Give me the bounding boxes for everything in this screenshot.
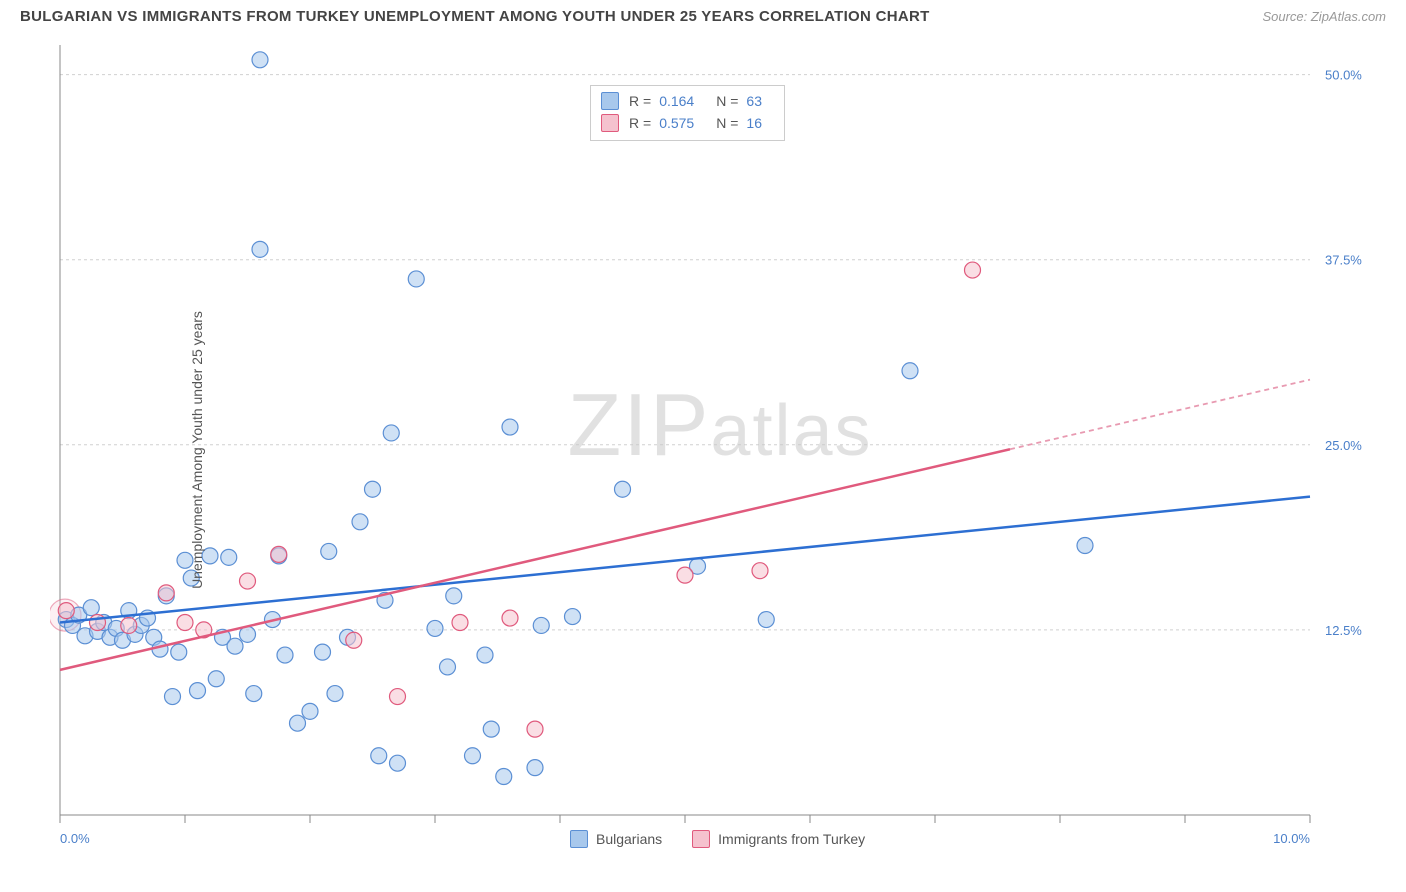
trend-line-pink-extrapolated [1010,380,1310,450]
data-point [121,617,137,633]
data-point [502,610,518,626]
n-value-pink: 16 [746,115,762,131]
swatch-blue [601,92,619,110]
data-point [290,715,306,731]
data-point [440,659,456,675]
data-point [758,612,774,628]
legend-item-bulgarians: Bulgarians [570,830,662,848]
chart-title: BULGARIAN VS IMMIGRANTS FROM TURKEY UNEM… [20,8,930,25]
n-value-blue: 63 [746,93,762,109]
chart-header: BULGARIAN VS IMMIGRANTS FROM TURKEY UNEM… [0,0,1406,31]
r-value-blue: 0.164 [659,93,694,109]
data-point [227,638,243,654]
data-point [902,363,918,379]
source-label: Source: ZipAtlas.com [1262,9,1386,24]
data-point [315,644,331,660]
r-value-pink: 0.575 [659,115,694,131]
chart-area: Unemployment Among Youth under 25 years … [50,40,1390,860]
series-legend: Bulgarians Immigrants from Turkey [570,830,865,848]
data-point [221,549,237,565]
svg-text:0.0%: 0.0% [60,831,90,846]
data-point [371,748,387,764]
data-point [177,615,193,631]
data-point [327,686,343,702]
r-label: R = [629,115,651,131]
svg-text:12.5%: 12.5% [1325,623,1362,638]
data-point [565,609,581,625]
data-point [452,615,468,631]
data-point [496,769,512,785]
svg-text:10.0%: 10.0% [1273,831,1310,846]
data-point [365,481,381,497]
data-point [502,419,518,435]
data-point [208,671,224,687]
data-point [90,615,106,631]
data-point [527,721,543,737]
y-axis-label: Unemployment Among Youth under 25 years [189,311,205,589]
swatch-blue [570,830,588,848]
data-point [83,600,99,616]
data-point [408,271,424,287]
data-point [477,647,493,663]
svg-text:37.5%: 37.5% [1325,253,1362,268]
trend-line-blue [60,497,1310,623]
data-point [446,588,462,604]
data-point [346,632,362,648]
svg-text:25.0%: 25.0% [1325,438,1362,453]
swatch-pink [692,830,710,848]
data-point [271,546,287,562]
data-point [752,563,768,579]
data-point [190,683,206,699]
r-label: R = [629,93,651,109]
data-point [465,748,481,764]
data-point [165,689,181,705]
swatch-pink [601,114,619,132]
data-point [1077,538,1093,554]
data-point [483,721,499,737]
data-point [965,262,981,278]
legend-label: Immigrants from Turkey [718,831,865,847]
legend-label: Bulgarians [596,831,662,847]
data-point [533,617,549,633]
data-point [615,481,631,497]
n-label: N = [716,115,738,131]
legend-row-bulgarians: R = 0.164 N = 63 [601,90,774,112]
legend-row-turkey: R = 0.575 N = 16 [601,112,774,134]
legend-item-turkey: Immigrants from Turkey [692,830,865,848]
data-point [252,241,268,257]
data-point [677,567,693,583]
scatter-chart: 12.5% 25.0% 37.5% 50.0% 0.0% 10.0% [50,40,1390,860]
data-point [527,760,543,776]
data-point [390,755,406,771]
data-point [246,686,262,702]
data-point [390,689,406,705]
data-point [240,573,256,589]
data-point [427,620,443,636]
svg-text:50.0%: 50.0% [1325,68,1362,83]
data-point [171,644,187,660]
data-point [277,647,293,663]
n-label: N = [716,93,738,109]
data-point [321,543,337,559]
data-point [302,703,318,719]
data-point [58,603,74,619]
correlation-legend: R = 0.164 N = 63 R = 0.575 N = 16 [590,85,785,141]
data-point [383,425,399,441]
data-point [352,514,368,530]
data-point [252,52,268,68]
data-point [158,585,174,601]
